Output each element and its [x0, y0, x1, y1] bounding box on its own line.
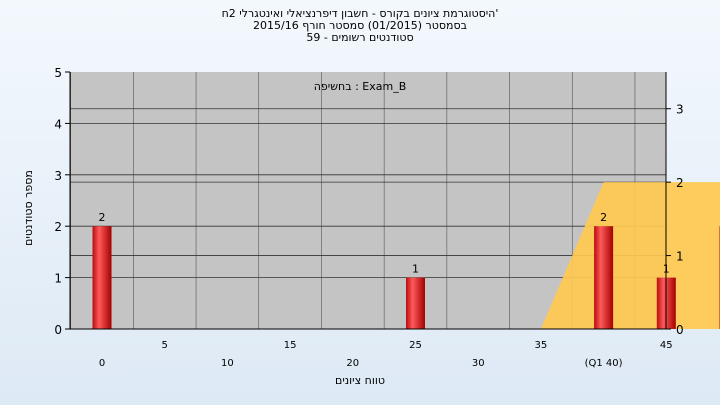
title-line-1: היסטוגרמת ציונים בקורס - חשבון דיפרנציאל… [221, 7, 499, 20]
y-tick-label: 3 [54, 169, 62, 183]
y2-tick-label: 3 [676, 103, 684, 117]
x-tick-label: 0 [99, 358, 105, 369]
x-tick-label: 35 [535, 340, 548, 351]
y-tick-label: 2 [54, 220, 62, 234]
x-tick-label: 5 [162, 340, 168, 351]
bar-value-label: 2 [600, 211, 607, 224]
y-tick-label: 5 [54, 66, 62, 80]
bar-value-label: 1 [412, 263, 419, 276]
x-tick-label: 10 [221, 358, 234, 369]
y-tick-label: 0 [54, 323, 62, 337]
exam-annotation: בחשיפה : Exam_B [313, 80, 407, 93]
title-line-3: סטודנטים רשומים - 59 [306, 31, 414, 44]
y-axis-label: מספר סטודנטים [22, 170, 35, 246]
x-tick-label: 30 [472, 358, 485, 369]
x-tick-label: (Q1 40) [585, 358, 623, 369]
x-tick-label: 45 [660, 340, 673, 351]
bar-value-label: 2 [99, 211, 106, 224]
y-tick-label: 4 [54, 117, 62, 131]
y2-tick-label: 0 [676, 323, 684, 337]
y2-tick-label: 2 [676, 176, 684, 190]
x-tick-label: 20 [346, 358, 359, 369]
y2-tick-label: 1 [676, 250, 684, 264]
bar [406, 277, 425, 329]
y-tick-label: 1 [54, 272, 62, 286]
x-tick-label: 25 [409, 340, 422, 351]
bar [92, 226, 112, 329]
bar [594, 226, 614, 329]
chart-title: היסטוגרמת ציונים בקורס - חשבון דיפרנציאל… [0, 8, 720, 44]
x-tick-label: 15 [284, 340, 297, 351]
x-axis-label: טווח ציונים [335, 374, 385, 387]
title-line-2: בסמסטר (01/2015) סמסטר חורף 2015/16 [253, 19, 467, 32]
